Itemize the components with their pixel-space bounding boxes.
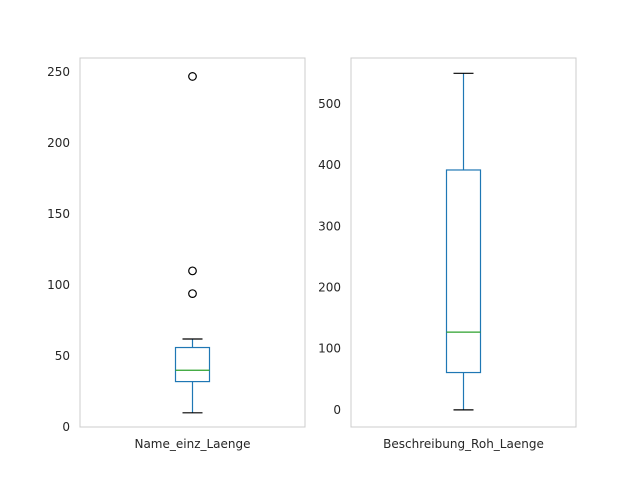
box-marks <box>174 72 211 414</box>
y-tick-label: 0 <box>333 403 341 417</box>
y-tick-label: 250 <box>47 65 70 79</box>
iqr-box <box>445 169 482 374</box>
y-tick-label: 200 <box>47 136 70 150</box>
plot-frame <box>79 57 306 428</box>
boxplot-panel-beschreibung-roh-laenge: 0 100 200 300 400 500 Beschreibung_Roh_Laenge <box>318 57 577 451</box>
y-axis-ticks: 0 100 200 300 400 500 <box>318 97 341 417</box>
y-tick-label: 0 <box>62 420 70 434</box>
outlier-point <box>188 266 197 276</box>
outlier-point <box>188 289 197 298</box>
y-tick-label: 300 <box>318 219 341 233</box>
x-category-label: Beschreibung_Roh_Laenge <box>383 437 544 451</box>
iqr-box <box>174 346 211 383</box>
y-tick-label: 150 <box>47 207 70 221</box>
y-axis-ticks: 0 50 100 150 200 250 <box>47 65 70 434</box>
y-tick-label: 500 <box>318 97 341 111</box>
plot-frame <box>350 57 577 428</box>
y-tick-label: 100 <box>318 342 341 356</box>
y-tick-label: 200 <box>318 280 341 294</box>
boxplot-panel-name-einz-laenge: 0 50 100 150 200 250 Name_einz_Laenge <box>47 57 306 451</box>
y-tick-label: 100 <box>47 278 70 292</box>
outlier-point <box>188 72 197 81</box>
x-category-label: Name_einz_Laenge <box>134 437 250 451</box>
y-tick-label: 400 <box>318 158 341 172</box>
y-tick-label: 50 <box>55 349 70 363</box>
box-marks <box>445 72 482 411</box>
